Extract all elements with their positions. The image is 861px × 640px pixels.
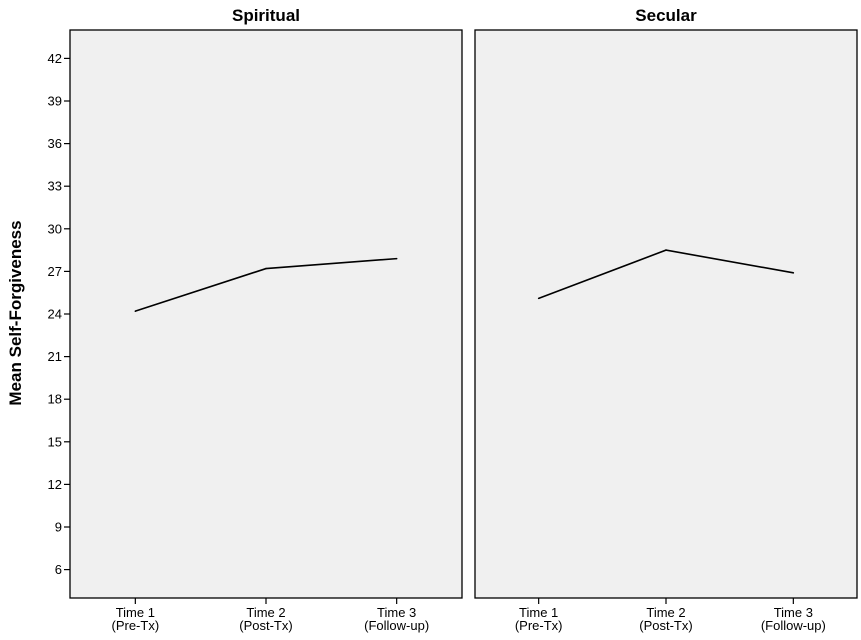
y-tick-label: 15	[48, 434, 62, 449]
x-tick-label: Time 3 (Follow-up)	[364, 605, 429, 633]
data-point	[792, 272, 795, 274]
x-tick-label: Time 1 (Pre-Tx)	[515, 605, 563, 633]
y-tick-label: 42	[48, 51, 62, 66]
x-tick-label: Time 2 (Post-Tx)	[639, 605, 692, 633]
data-point	[537, 297, 540, 300]
panel-title: Secular	[635, 6, 697, 25]
y-axis: 6 9 12 15 18 21 24 27 30 33 36 39 42	[48, 51, 70, 577]
data-point	[265, 267, 267, 270]
y-tick-label: 18	[48, 392, 62, 407]
x-tick-label: Time 3 (Follow-up)	[761, 605, 826, 633]
y-tick-label: 9	[55, 520, 62, 535]
y-tick-label: 24	[48, 307, 62, 322]
panel-spiritual: Spiritual Time 1 (Pre-Tx) Time 2 (Post-Tx) Ti…	[69, 6, 463, 633]
panels: Spiritual Time 1 (Pre-Tx) Time 2 (Post-Tx) Ti…	[69, 6, 858, 633]
x-tick-label: Time 1 (Pre-Tx)	[111, 605, 159, 633]
y-tick-label: 36	[48, 136, 62, 151]
panel-background	[474, 29, 858, 599]
data-point	[665, 249, 667, 251]
y-tick-label: 33	[48, 179, 62, 194]
panel-secular: Secular Time 1 (Pre-Tx) Time 2 (Post-Tx) Time…	[474, 6, 858, 633]
y-tick-label: 30	[48, 221, 62, 236]
y-tick-label: 21	[48, 349, 62, 364]
panel-title: Spiritual	[232, 6, 300, 25]
data-point	[395, 257, 398, 260]
y-tick-label: 39	[48, 94, 62, 109]
y-tick-label: 12	[48, 477, 62, 492]
y-axis-label: Mean Self-Forgiveness	[6, 220, 25, 405]
panel-background	[69, 29, 463, 599]
x-tick-label: Time 2 (Post-Tx)	[239, 605, 292, 633]
data-point	[134, 310, 137, 312]
y-tick-label: 27	[48, 264, 62, 279]
y-tick-label: 6	[55, 562, 62, 577]
